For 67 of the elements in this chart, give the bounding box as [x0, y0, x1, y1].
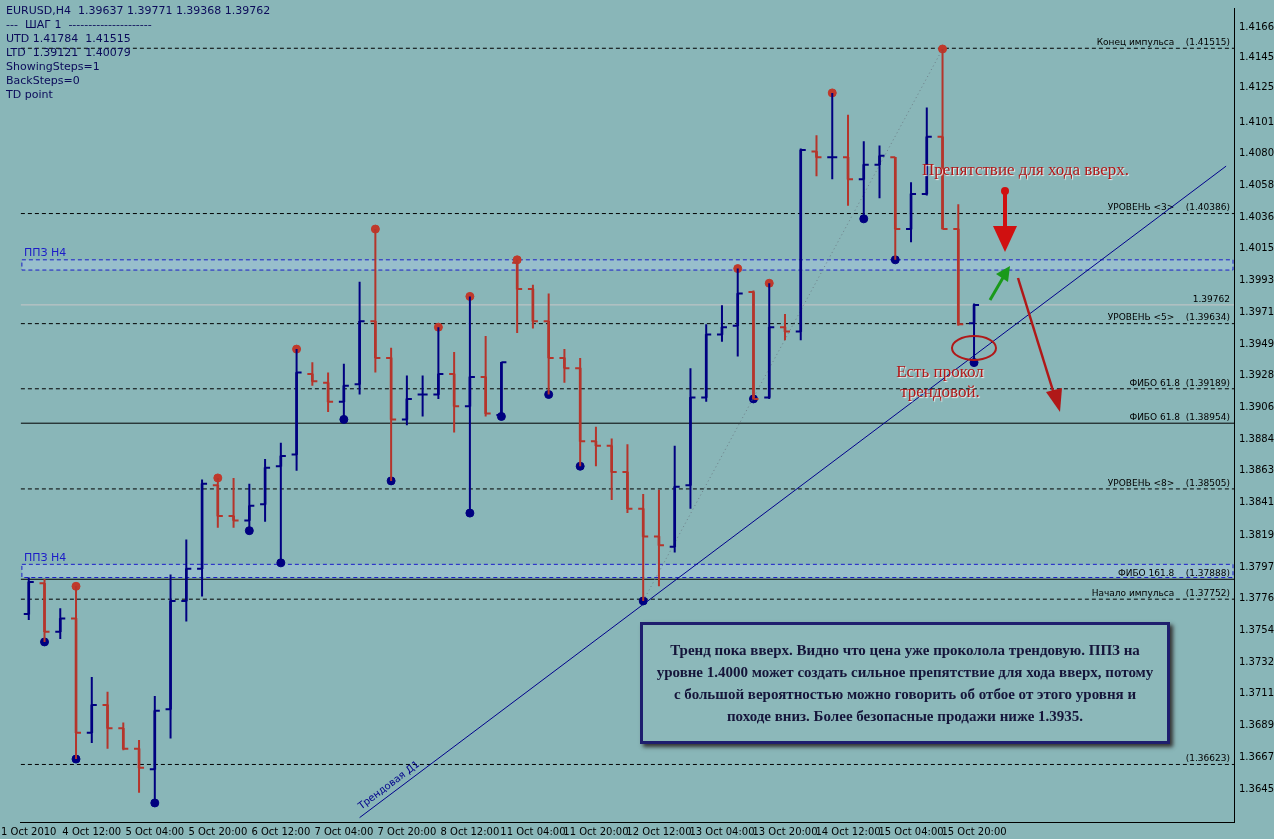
x-tick-label: 5 Oct 04:00: [125, 825, 185, 837]
x-tick-label: 5 Oct 20:00: [188, 825, 248, 837]
y-tick-label: 1.3993: [1239, 273, 1274, 285]
annotation: BackSteps=0: [6, 74, 81, 88]
x-tick-label: 15 Oct 20:00: [941, 825, 1007, 837]
ref-line-label: ФИБО 61.8 (1.39189): [1129, 377, 1230, 388]
ref-line-label: Конец импульса (1.41515): [1096, 37, 1230, 48]
x-tick-label: 6 Oct 12:00: [251, 825, 311, 837]
point: [71, 581, 81, 591]
x-tick-label: 11 Oct 04:00: [500, 825, 566, 837]
x-tick-label: 12 Oct 12:00: [626, 825, 692, 837]
annotation: ShowingSteps=1: [6, 60, 101, 74]
y-tick-label: 1.4125: [1239, 80, 1274, 92]
ref-line-label: ФИБО 161.8 (1.37888): [1117, 568, 1230, 579]
point: [150, 798, 160, 808]
ref-line-label: ФИБО 61.8 (1.38954): [1129, 412, 1230, 423]
y-tick-label: 1.3884: [1239, 433, 1274, 445]
point: [339, 414, 349, 424]
y-tick-label: 1.3797: [1239, 560, 1274, 572]
x-tick-label: 7 Oct 20:00: [377, 825, 437, 837]
y-tick-label: 1.3667: [1239, 751, 1274, 763]
y-tick-label: 1.3906: [1239, 401, 1274, 413]
y-tick-label: 1.3711: [1239, 686, 1274, 698]
y-tick-label: 1.3645: [1239, 783, 1274, 795]
point: [213, 473, 223, 483]
y-tick-label: 1.4166: [1239, 20, 1274, 32]
annotation: --- ШАГ 1 ---------------------: [6, 18, 153, 32]
y-tick-label: 1.3819: [1239, 528, 1274, 540]
ref-line-label: Начало импульса (1.37752): [1091, 588, 1230, 599]
x-tick-label: 15 Oct 04:00: [878, 825, 944, 837]
point: [244, 526, 254, 536]
ref-line-label: УРОВЕНЬ <8> (1.38505): [1107, 477, 1230, 488]
y-tick-label: 1.4036: [1239, 210, 1274, 222]
point: [276, 558, 286, 568]
x-tick-label: 1 Oct 2010: [1, 825, 57, 837]
x-tick-label: 13 Oct 04:00: [689, 825, 755, 837]
ref-line-label: УРОВЕНЬ <5> (1.39634): [1107, 312, 1230, 323]
x-tick-label: 8 Oct 12:00: [440, 825, 500, 837]
y-tick-label: 1.4145: [1239, 51, 1274, 63]
x-tick-label: 11 Oct 20:00: [563, 825, 629, 837]
point: [465, 508, 475, 518]
ref-line-label: 1.39762: [1192, 293, 1230, 304]
y-tick-label: 1.3863: [1239, 464, 1274, 476]
band-label: ППЗ H4: [23, 246, 67, 260]
chart-title: EURUSD,H4 1.39637 1.39771 1.39368 1.39762: [6, 4, 271, 18]
y-tick-label: 1.3928: [1239, 369, 1274, 381]
text-box: Тренд пока вверх. Видно что цена уже проколола трендовую. ППЗ на уровне 1.4000 может создать сильное препятствие для хода вверх, потому с большой вероятностью можно говорить об отбое от этого уровня и походе вниз. Более безопасные продажи ниже 1.3935.: [640, 622, 1170, 744]
annotation: LTD 1.39121 1.40079: [6, 46, 132, 60]
y-tick-label: 1.3949: [1239, 338, 1274, 350]
x-tick-label: 4 Oct 12:00: [62, 825, 122, 837]
ref-line-label: (1.36623): [1185, 753, 1230, 764]
y-tick-label: 1.4058: [1239, 178, 1274, 190]
x-tick-label: 13 Oct 20:00: [752, 825, 818, 837]
y-tick-label: 1.4080: [1239, 146, 1274, 158]
y-tick-label: 1.4015: [1239, 241, 1274, 253]
y-tick-label: 1.3971: [1239, 306, 1274, 318]
y-tick-label: 1.4101: [1239, 115, 1274, 127]
band-label: ППЗ H4: [23, 550, 67, 564]
x-tick-label: 7 Oct 04:00: [314, 825, 374, 837]
y-tick-label: 1.3776: [1239, 591, 1274, 603]
y-tick-label: 1.3732: [1239, 656, 1274, 668]
annotation: UTD 1.41784 1.41515: [6, 32, 132, 46]
y-tick-label: 1.3689: [1239, 718, 1274, 730]
x-tick-label: 14 Oct 12:00: [815, 825, 881, 837]
y-tick-label: 1.3754: [1239, 623, 1274, 635]
y-tick-label: 1.3841: [1239, 496, 1274, 508]
annotation: TD point: [6, 88, 54, 102]
